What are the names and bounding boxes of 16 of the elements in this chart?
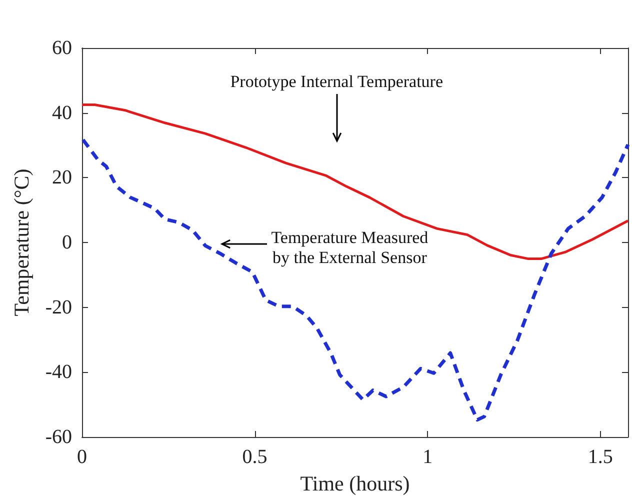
x-tick-label: 1.5 <box>588 446 613 468</box>
x-tick-label: 0 <box>77 446 87 468</box>
y-tick-label: 60 <box>52 37 72 59</box>
y-tick-label: 20 <box>52 166 72 189</box>
x-axis-title: Time (hours) <box>300 472 410 496</box>
annotation: Prototype Internal Temperature <box>230 72 444 92</box>
y-tick-label: -40 <box>45 361 72 384</box>
y-tick-label: -60 <box>45 426 72 448</box>
y-tick-label: -20 <box>45 296 72 318</box>
annotation: Temperature Measured by the External Sensor <box>271 228 428 268</box>
line-series <box>81 138 630 422</box>
x-tick-label: 1 <box>422 446 433 468</box>
x-tick-label: 0.5 <box>242 446 268 468</box>
y-axis-title: Temperature (°C) <box>10 168 34 316</box>
y-tick-label: 0 <box>62 232 72 254</box>
y-tick-label: 40 <box>52 102 72 124</box>
